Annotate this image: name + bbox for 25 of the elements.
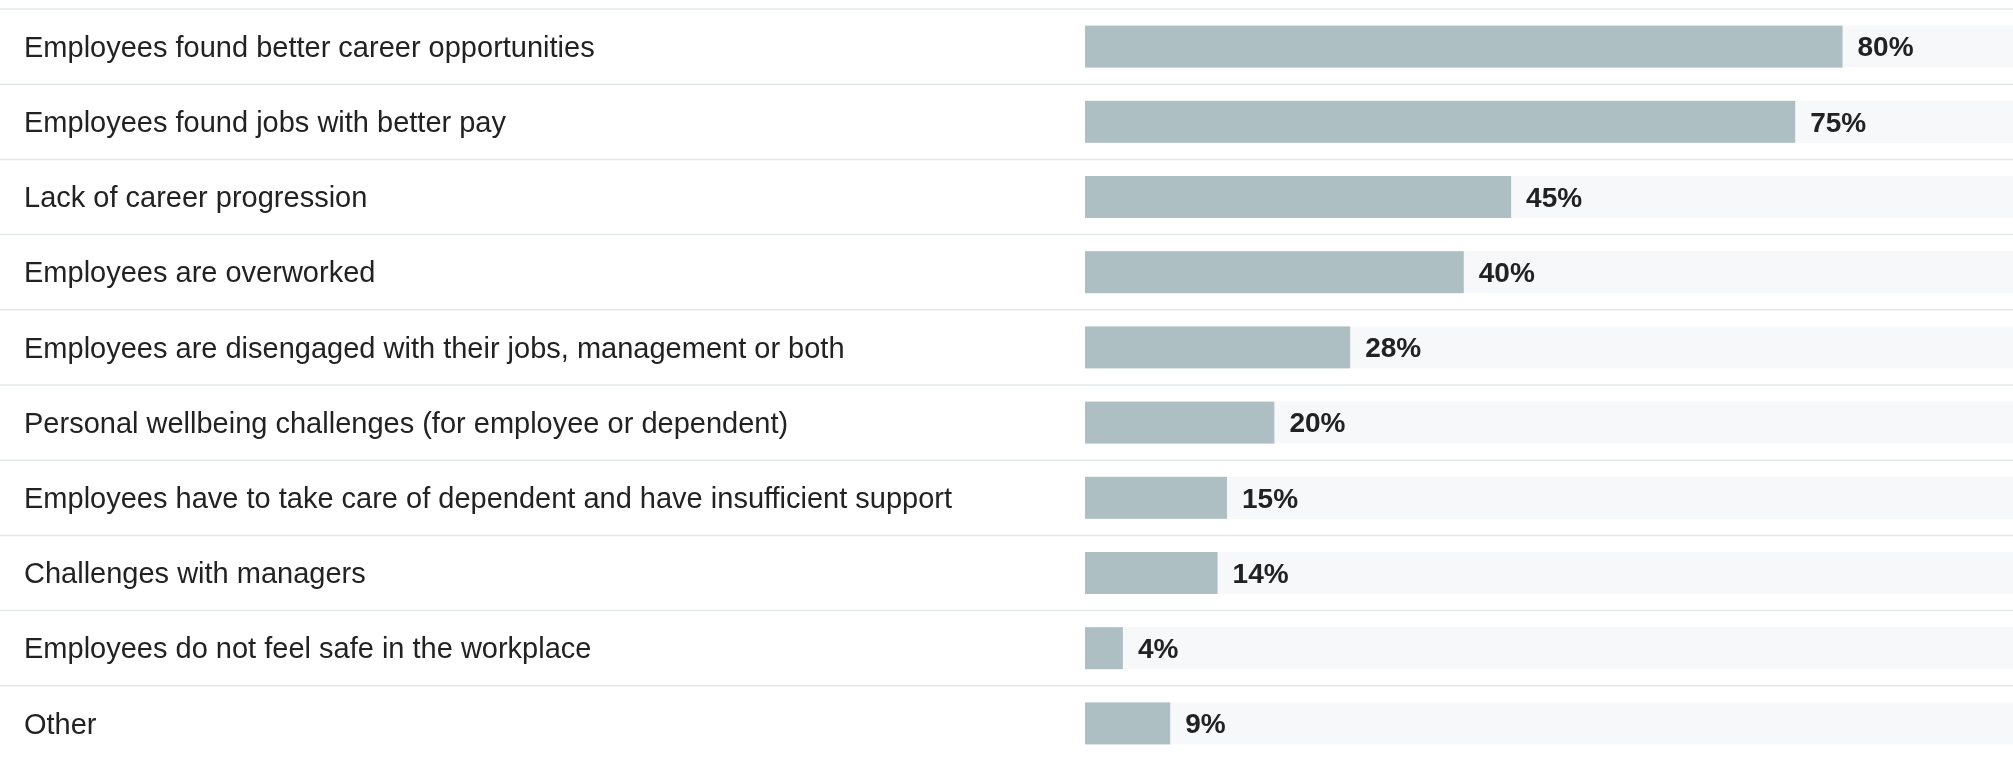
data-label: 20% [1289, 407, 1346, 439]
bar [1085, 702, 1171, 745]
y-tick-label: Challenges with managers [24, 557, 366, 590]
data-label: 14% [1232, 557, 1289, 589]
y-tick-label: Employees are disengaged with their jobs, management or both [24, 331, 845, 364]
data-label: 28% [1365, 332, 1422, 364]
bar [1085, 552, 1218, 594]
y-tick-label: Other [24, 707, 97, 740]
bar [1085, 627, 1123, 670]
data-label: 9% [1185, 708, 1226, 740]
bar [1085, 401, 1275, 444]
data-label: 75% [1810, 106, 1867, 138]
y-tick-label: Employees are overworked [24, 256, 376, 289]
data-label: 45% [1526, 181, 1583, 213]
y-tick-label: Personal wellbeing challenges (for employee or dependent) [24, 406, 789, 439]
data-label: 80% [1857, 31, 1914, 63]
bar [1085, 476, 1228, 519]
data-label: 40% [1478, 257, 1535, 288]
y-tick-label: Employees found jobs with better pay [24, 105, 507, 138]
data-label: 15% [1242, 482, 1299, 514]
y-tick-label: Employees have to take care of dependent and have insufficient support [24, 481, 953, 514]
y-tick-label: Employees do not feel safe in the workplace [24, 632, 592, 665]
data-label: 4% [1137, 633, 1179, 664]
y-tick-label: Lack of career progression [24, 181, 368, 214]
y-tick-label: Employees found better career opportunities [24, 30, 595, 63]
